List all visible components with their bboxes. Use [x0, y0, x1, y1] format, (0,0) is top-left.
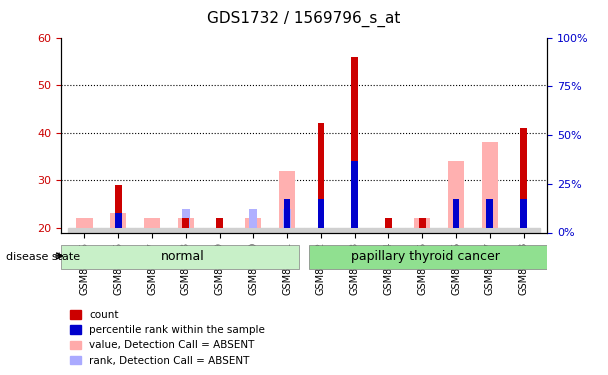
Text: GDS1732 / 1569796_s_at: GDS1732 / 1569796_s_at	[207, 11, 401, 27]
Bar	[237, 228, 270, 232]
Bar	[482, 142, 498, 228]
Bar	[169, 228, 202, 232]
Bar	[182, 209, 190, 228]
Bar	[448, 161, 464, 228]
Bar	[102, 228, 135, 232]
Bar	[419, 218, 426, 228]
Bar	[371, 228, 406, 232]
Bar	[385, 218, 392, 228]
Bar	[439, 228, 473, 232]
Bar	[77, 218, 92, 228]
Bar	[216, 218, 223, 228]
Bar	[351, 57, 358, 228]
Bar	[506, 228, 541, 232]
Bar	[202, 228, 237, 232]
Bar	[178, 218, 194, 228]
Bar	[245, 218, 261, 228]
Text: papillary thyroid cancer: papillary thyroid cancer	[351, 251, 500, 263]
Bar	[110, 213, 126, 228]
Bar	[304, 228, 338, 232]
Bar	[284, 199, 291, 228]
Bar	[406, 228, 439, 232]
Bar	[182, 218, 189, 228]
Bar	[283, 209, 291, 228]
Bar	[351, 161, 358, 228]
Bar	[520, 128, 527, 228]
Bar	[279, 171, 295, 228]
Bar	[473, 228, 506, 232]
Bar	[338, 228, 371, 232]
Bar	[317, 199, 324, 228]
Text: normal: normal	[161, 251, 204, 263]
Bar	[270, 228, 304, 232]
Legend: count, percentile rank within the sample, value, Detection Call = ABSENT, rank, : count, percentile rank within the sample…	[66, 306, 269, 370]
Bar	[144, 218, 160, 228]
Bar	[317, 123, 324, 228]
Bar	[309, 245, 547, 268]
Bar	[520, 199, 527, 228]
Bar	[67, 228, 102, 232]
Bar	[414, 218, 430, 228]
Bar	[249, 209, 257, 228]
Bar	[452, 199, 460, 228]
Text: disease state: disease state	[6, 252, 80, 262]
Bar	[61, 245, 299, 268]
Bar	[115, 213, 122, 228]
Bar	[486, 199, 493, 228]
Bar	[115, 185, 122, 228]
Bar	[135, 228, 169, 232]
